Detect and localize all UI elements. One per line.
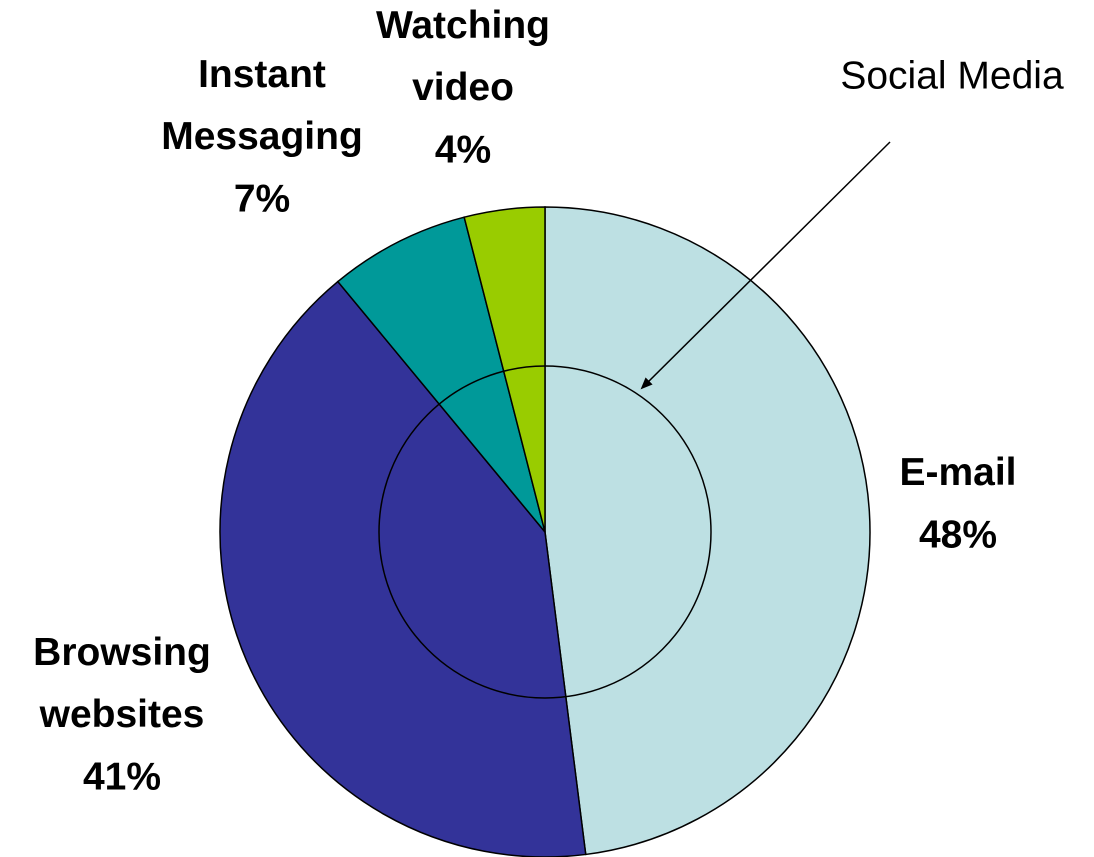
slice <box>219 280 587 857</box>
value-label: 48% <box>919 513 997 556</box>
inner-ring <box>378 365 712 699</box>
pie <box>219 206 871 857</box>
value-label: 41% <box>83 755 161 798</box>
category-label: Browsing websites <box>33 631 211 736</box>
annotation-arrow <box>640 141 891 390</box>
annotation: Social Media <box>840 54 1064 97</box>
slice <box>336 216 546 533</box>
category-label: E-mail <box>899 451 1016 494</box>
category-label: Watching video <box>376 4 550 109</box>
slice <box>463 206 546 533</box>
value-label: 4% <box>435 128 491 171</box>
category-label: Instant Messaging <box>161 53 363 158</box>
slice <box>544 206 871 856</box>
value-label: 7% <box>234 177 290 220</box>
